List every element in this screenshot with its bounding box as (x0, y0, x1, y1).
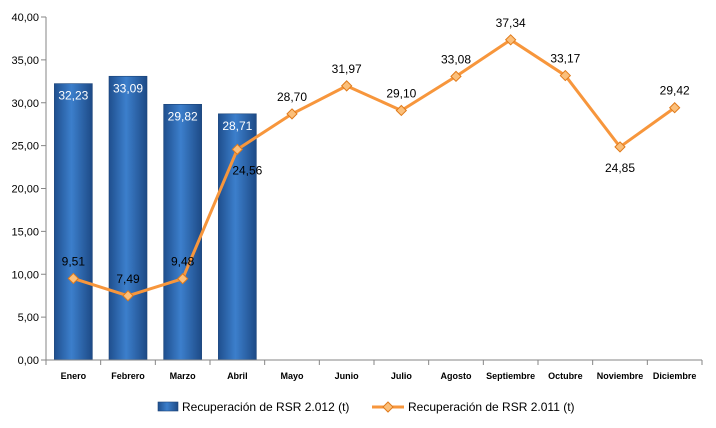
line-point (176, 273, 189, 285)
axes: 0,00 5,00 10,00 15,00 20,00 25,00 30,00 35,00 40… (11, 12, 703, 381)
x-tick-label: Marzo (170, 371, 197, 381)
line-data-label: 33,17 (550, 52, 580, 66)
line-data-label: 24,85 (605, 161, 635, 175)
x-tick-label: Abril (227, 371, 248, 381)
line-data-label: 9,48 (171, 255, 195, 269)
line-point (67, 272, 80, 285)
legend: Recuperación de RSR 2.012 (t) Recuperació… (157, 400, 575, 414)
line-point (286, 108, 298, 120)
bar (163, 103, 202, 361)
line-data-label: 28,70 (277, 90, 307, 104)
line-data-label: 33,08 (441, 52, 471, 66)
line-data-label: 29,42 (660, 84, 690, 98)
line-point (122, 290, 134, 302)
x-tick-label: Enero (61, 371, 87, 381)
bar-series (54, 75, 257, 361)
line-point (614, 141, 626, 153)
bar-data-label: 28,71 (222, 119, 252, 133)
line-data-label: 24,56 (232, 163, 262, 177)
line-point (450, 70, 462, 83)
y-tick-label: 5,00 (18, 312, 39, 324)
bar (54, 83, 93, 361)
data-labels: 32,23 33,09 29,82 28,71 9,51 7,49 9,48 24,56 28,… (58, 16, 690, 286)
legend-bar-swatch (157, 401, 179, 412)
legend-line-label: Recuperación de RSR 2.011 (t) (408, 400, 575, 414)
bar-data-label: 32,23 (58, 89, 88, 103)
line-path (72, 38, 676, 298)
x-tick-label: Mayo (280, 371, 304, 381)
line-data-label: 29,10 (386, 86, 416, 100)
x-tick-label: Octubre (548, 371, 583, 381)
line-series (67, 34, 681, 302)
y-tick-label: 20,00 (11, 184, 39, 196)
line-point (504, 34, 517, 46)
y-tick-label: 25,00 (11, 141, 39, 153)
x-tick-label: Junio (335, 371, 360, 381)
line-point (340, 80, 353, 92)
legend-bar-label: Recuperación de RSR 2.012 (t) (182, 400, 349, 414)
x-tick-label: Diciembre (653, 371, 697, 381)
bar-data-label: 33,09 (113, 81, 143, 95)
x-tick-label: Agosto (441, 371, 472, 381)
line-point (668, 102, 681, 114)
y-tick-label: 0,00 (18, 355, 39, 367)
x-tick-label: Julio (391, 371, 413, 381)
y-tick-label: 40,00 (11, 12, 39, 24)
legend-line-marker (382, 401, 394, 413)
y-tick-label: 15,00 (11, 226, 39, 238)
bar (108, 75, 148, 361)
y-tick-label: 30,00 (11, 98, 39, 110)
line-data-label: 37,34 (496, 16, 526, 30)
x-tick-label: Febrero (111, 371, 145, 381)
y-tick-label: 35,00 (11, 55, 39, 67)
line-point (559, 69, 572, 82)
line-data-label: 9,51 (62, 254, 86, 268)
x-tick-label: Noviembre (597, 371, 644, 381)
y-tick-label: 10,00 (11, 269, 39, 281)
line-data-label: 7,49 (116, 272, 140, 286)
x-tick-label: Septiembre (486, 371, 535, 381)
bar-data-label: 29,82 (168, 109, 198, 123)
line-point (395, 104, 408, 117)
line-point (231, 143, 244, 156)
line-data-label: 31,97 (332, 62, 362, 76)
